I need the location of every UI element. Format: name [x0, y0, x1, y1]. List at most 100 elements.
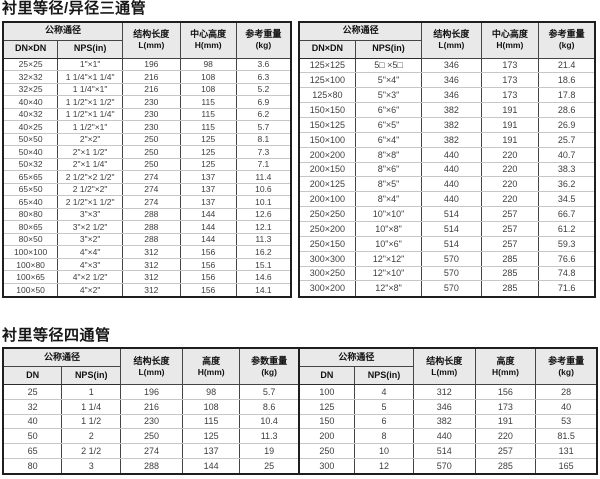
- table-row: 150×100 6"×4" 382 191 25.7: [298, 131, 596, 148]
- table-cell: 1 1/4: [61, 398, 122, 415]
- table-cell: 100×100: [2, 245, 59, 259]
- table-cell: 8"×6": [354, 161, 423, 178]
- col-header-height-unit: H(mm): [194, 40, 222, 51]
- table-cell: 3.6: [235, 57, 292, 71]
- table-cell: 61.2: [538, 220, 596, 237]
- col-header-bore-group: 公称通径: [297, 348, 414, 367]
- table-cell: 300×200: [298, 280, 356, 297]
- table-cell: 216: [120, 398, 183, 415]
- table-cell: 150×125: [298, 116, 356, 133]
- table-cell: 4"×3": [57, 257, 124, 272]
- table-row: 32×25 1 1/4"×1" 216 108 5.2: [2, 82, 292, 97]
- table-cell: 312: [122, 282, 181, 298]
- table-cell: 40: [2, 413, 63, 430]
- table-cell: 2"×1 1/4": [57, 157, 124, 172]
- col-header-bore-group: 公称通径: [2, 348, 122, 367]
- table-row: 125×80 5"×3" 346 173 17.8: [298, 87, 596, 104]
- table-row: 65×50 2 1/2"×2" 274 137 10.6: [2, 182, 292, 197]
- table-cell: 125×125: [298, 57, 356, 74]
- table-row: 40×25 1 1/2"×1" 230 115 5.7: [2, 120, 292, 134]
- table-cell: 38.3: [538, 161, 596, 178]
- table-cell: 200×200: [298, 146, 356, 163]
- table-cell: 25: [2, 384, 63, 400]
- table-cell: 250×250: [298, 206, 356, 222]
- table-cell: 514: [421, 220, 482, 237]
- table-cell: 382: [421, 102, 482, 118]
- col-header-length-unit: L(mm): [438, 40, 465, 51]
- table-cell: 65×65: [2, 170, 59, 184]
- table-cell: 156: [179, 282, 237, 298]
- table-cell: 115: [179, 120, 237, 134]
- table-cell: 156: [474, 384, 537, 400]
- table-cell: 346: [421, 87, 482, 104]
- table-cell: 191: [474, 413, 537, 430]
- table-cell: 125: [179, 145, 237, 159]
- table-cell: 5.2: [235, 82, 292, 97]
- table-cell: 440: [421, 161, 482, 178]
- table-cell: 220: [474, 428, 537, 445]
- table-cell: 8.6: [239, 398, 300, 415]
- table-row: 250×250 10"×10" 514 257 66.7: [298, 206, 596, 222]
- table-row: 100×65 4"×2 1/2" 312 156 14.6: [2, 270, 292, 284]
- table-cell: 440: [421, 191, 482, 208]
- col-header-height: 高度 H(mm): [474, 348, 537, 385]
- table-cell: 66.7: [538, 206, 596, 222]
- table-cell: 300: [297, 457, 356, 475]
- table-cell: 10.1: [235, 195, 292, 209]
- table-cell: 80×80: [2, 207, 59, 222]
- table-cell: 125: [179, 132, 237, 147]
- table-row: 125×125 5□ ×5□ 346 173 21.4: [298, 57, 596, 74]
- tee-right-header: 公称通径 结构长度 L(mm) 中心高度 H(mm) 参考重量 (kg): [298, 21, 596, 59]
- col-header-length: 结构长度 L(mm): [122, 21, 181, 59]
- table-cell: 346: [412, 398, 476, 415]
- table-cell: 26.9: [538, 116, 596, 133]
- table-cell: 230: [122, 107, 181, 122]
- table-cell: 156: [179, 270, 237, 284]
- tee-left-body: 25×25 1"×1" 196 98 3.6 32×32 1 1/4"×1 1/4" 216 1…: [2, 57, 292, 298]
- table-row: 50 2 250 125 11.3 200 8 440 220 81.5: [2, 428, 598, 445]
- table-cell: 2: [61, 428, 122, 445]
- table-cell: 144: [181, 457, 241, 475]
- col-header-length: 结构长度 L(mm): [421, 21, 482, 59]
- col-header-weight-label: 参考重量: [548, 355, 585, 366]
- table-cell: 1 1/2: [61, 413, 122, 430]
- table-cell: 50×40: [2, 145, 59, 159]
- table-cell: 100: [297, 384, 356, 400]
- table-cell: 11.3: [239, 428, 300, 445]
- table-cell: 440: [412, 428, 476, 445]
- table-cell: 191: [480, 131, 540, 148]
- col-header-height-unit: H(mm): [197, 366, 225, 377]
- table-cell: 150: [297, 413, 356, 430]
- table-cell: 12.1: [235, 220, 292, 234]
- section-title-cross: 衬里等径四通管: [2, 326, 111, 344]
- col-header-weight-unit: (kg): [558, 40, 575, 51]
- table-cell: 5"×4": [354, 72, 423, 89]
- table-cell: 40×32: [2, 107, 59, 122]
- cross-table: 公称通径 结构长度 L(mm) 高度 H(mm) 参数重量 (kg) 公称通径 …: [2, 347, 598, 475]
- table-cell: 32×25: [2, 82, 59, 97]
- col-header-length-unit: L(mm): [138, 40, 165, 51]
- table-row: 40×40 1 1/2"×1 1/2" 230 115 6.9: [2, 95, 292, 109]
- table-cell: 1 1/4"×1 1/4": [57, 70, 124, 84]
- table-cell: 4"×4": [57, 245, 124, 259]
- col-header-weight-label: 参考重量: [548, 29, 585, 40]
- table-cell: 570: [412, 457, 476, 475]
- table-cell: 1: [61, 384, 122, 400]
- col-header-length-label: 结构长度: [426, 355, 463, 366]
- col-header-height: 高度 H(mm): [181, 348, 241, 385]
- col-header-length-unit: L(mm): [431, 366, 458, 377]
- table-cell: 173: [480, 87, 540, 104]
- table-cell: 1 1/2"×1": [57, 120, 124, 134]
- table-cell: 59.3: [538, 235, 596, 252]
- table-cell: 6: [354, 413, 414, 430]
- table-cell: 230: [122, 120, 181, 134]
- table-cell: 100×65: [2, 270, 59, 284]
- table-cell: 137: [181, 443, 241, 459]
- table-cell: 137: [179, 170, 237, 184]
- table-row: 250×200 10"×8" 514 257 61.2: [298, 220, 596, 237]
- table-row: 200×200 8"×8" 440 220 40.7: [298, 146, 596, 163]
- table-cell: 346: [421, 72, 482, 89]
- table-cell: 514: [412, 443, 476, 459]
- table-cell: 76.6: [538, 250, 596, 267]
